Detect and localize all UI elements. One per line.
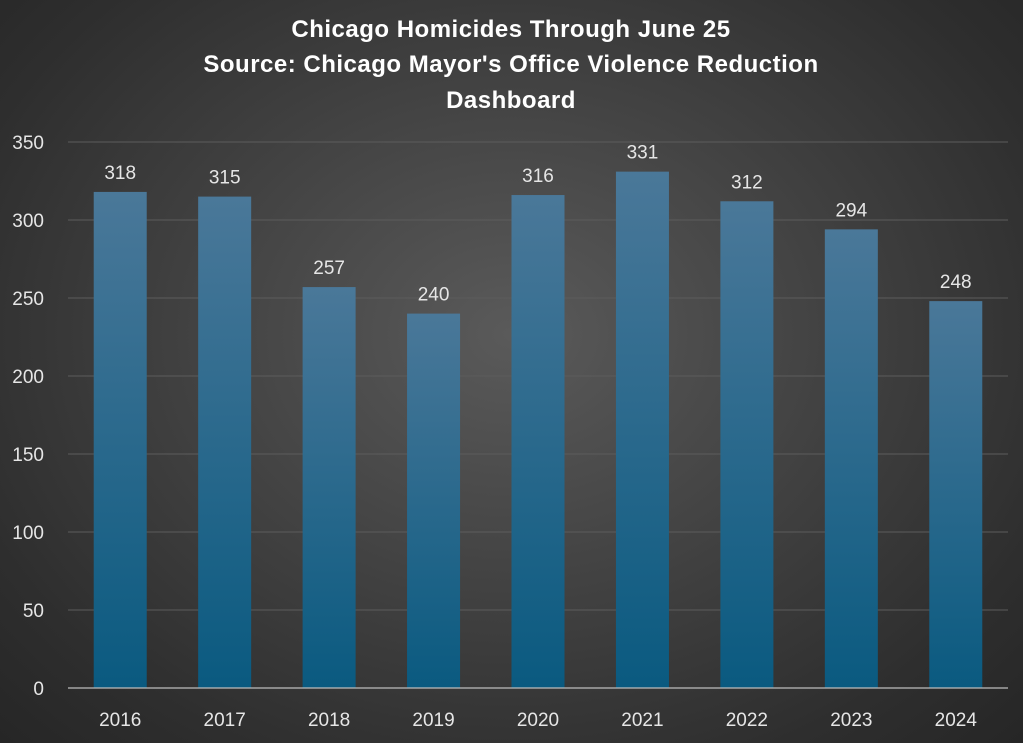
chart-title-line-3: Dashboard bbox=[446, 87, 576, 114]
x-tick-label-2023: 2023 bbox=[830, 710, 872, 731]
bar-2022 bbox=[720, 201, 774, 688]
x-tick-label-2016: 2016 bbox=[99, 710, 141, 731]
bar-2024 bbox=[929, 301, 983, 688]
y-tick-label: 250 bbox=[12, 289, 44, 310]
data-label-2021: 331 bbox=[627, 143, 659, 164]
y-axis-tick-labels: 0 50 100 150 200 250 300 350 bbox=[12, 133, 44, 700]
x-tick-label-2017: 2017 bbox=[204, 710, 246, 731]
x-tick-label-2020: 2020 bbox=[517, 710, 559, 731]
y-tick-label: 0 bbox=[33, 679, 44, 700]
chart-title-line-1: Chicago Homicides Through June 25 bbox=[291, 16, 730, 43]
y-tick-label: 150 bbox=[12, 445, 44, 466]
x-axis-tick-labels: 2016 2017 2018 2019 2020 2021 2022 2023 2024 bbox=[99, 710, 977, 731]
y-tick-label: 50 bbox=[23, 601, 44, 622]
bar-2019 bbox=[407, 313, 461, 688]
x-tick-label-2022: 2022 bbox=[726, 710, 768, 731]
y-tick-label: 100 bbox=[12, 523, 44, 544]
bar-2018 bbox=[302, 287, 356, 688]
data-label-2018: 257 bbox=[313, 258, 345, 279]
bar-2020 bbox=[511, 195, 565, 689]
x-tick-label-2021: 2021 bbox=[621, 710, 663, 731]
data-labels: 318 315 257 240 316 331 312 294 248 bbox=[104, 143, 971, 306]
x-tick-label-2024: 2024 bbox=[935, 710, 978, 731]
bar-2023 bbox=[824, 229, 878, 689]
bar-2016 bbox=[93, 191, 147, 689]
bar-2017 bbox=[198, 196, 252, 688]
data-label-2023: 294 bbox=[835, 200, 867, 221]
x-tick-label-2019: 2019 bbox=[412, 710, 454, 731]
bars bbox=[93, 171, 983, 689]
data-label-2020: 316 bbox=[522, 166, 554, 187]
data-label-2017: 315 bbox=[209, 168, 241, 189]
bar-2021 bbox=[615, 171, 669, 688]
data-label-2022: 312 bbox=[731, 172, 763, 193]
y-tick-label: 350 bbox=[12, 133, 44, 154]
x-tick-label-2018: 2018 bbox=[308, 710, 350, 731]
data-label-2024: 248 bbox=[940, 272, 972, 293]
y-tick-label: 200 bbox=[12, 367, 44, 388]
y-tick-label: 300 bbox=[12, 211, 44, 232]
chart-title: Chicago Homicides Through June 25 Source… bbox=[203, 16, 818, 114]
data-label-2016: 318 bbox=[104, 163, 136, 184]
data-label-2019: 240 bbox=[418, 285, 450, 306]
chart-title-line-2: Source: Chicago Mayor's Office Violence … bbox=[203, 51, 818, 78]
